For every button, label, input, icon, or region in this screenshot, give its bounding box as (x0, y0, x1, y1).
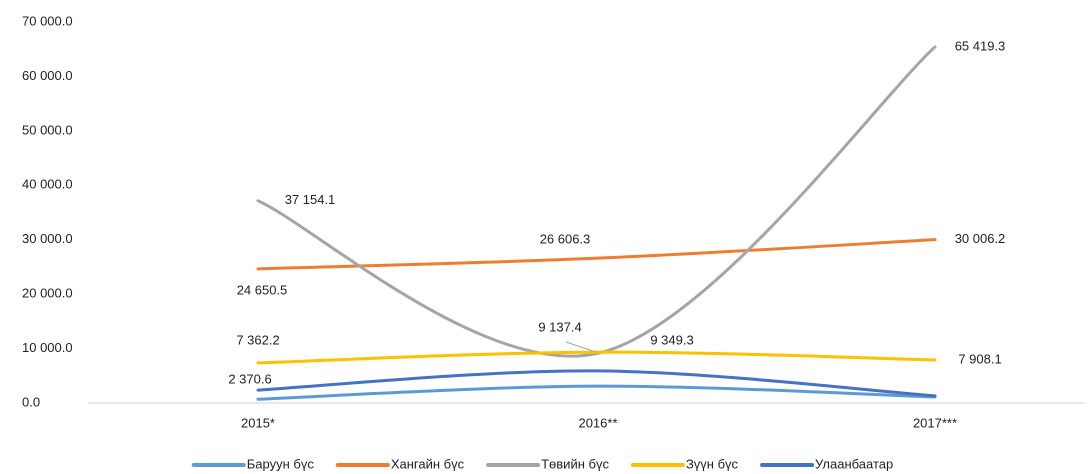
data-label: 7 362.2 (236, 332, 279, 347)
data-label: 26 606.3 (540, 232, 591, 247)
legend-label: Зүүн бүс (686, 456, 739, 471)
series-line (256, 238, 937, 271)
series-line (256, 384, 937, 401)
y-tick-label: 50 000.0 (22, 122, 73, 137)
series-line (256, 45, 937, 358)
y-tick-label: 70 000.0 (22, 13, 73, 28)
data-label: 9 349.3 (650, 333, 693, 348)
x-tick-label: 2015* (241, 415, 275, 430)
data-label: 65 419.3 (955, 38, 1006, 53)
data-label: 7 908.1 (958, 351, 1001, 366)
legend-label: Баруун бүс (247, 456, 315, 471)
legend-label: Хангайн бүс (391, 456, 465, 471)
x-tick-label: 2017*** (913, 415, 957, 430)
series-line (256, 369, 937, 398)
x-tick-label: 2016** (578, 415, 617, 430)
data-label: 24 650.5 (237, 282, 288, 297)
data-label: 2 370.6 (228, 372, 271, 387)
series-line (256, 350, 937, 365)
y-tick-label: 40 000.0 (22, 177, 73, 192)
y-tick-label: 30 000.0 (22, 231, 73, 246)
y-tick-label: 0.0 (22, 394, 40, 409)
data-label: 37 154.1 (285, 192, 336, 207)
y-tick-label: 10 000.0 (22, 340, 73, 355)
y-tick-label: 60 000.0 (22, 68, 73, 83)
data-label: 9 137.4 (538, 320, 581, 335)
legend-label: Улаанбаатар (815, 456, 893, 471)
leader-line (565, 341, 597, 353)
y-tick-label: 20 000.0 (22, 286, 73, 301)
legend-label: Төвийн бүс (541, 456, 609, 471)
data-label: 30 006.2 (955, 231, 1006, 246)
